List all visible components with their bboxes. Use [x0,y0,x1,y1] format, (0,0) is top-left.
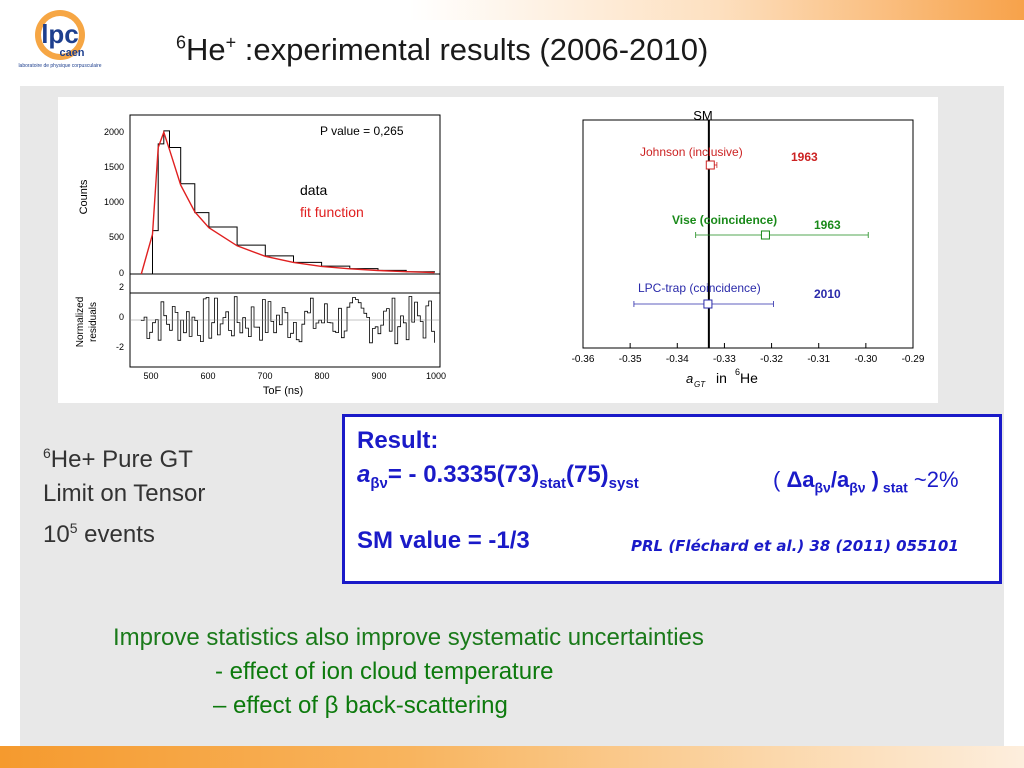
legend-fit: fit function [300,204,364,220]
results-figure: 0 500 1000 1500 2000 2 0 -2 500 600 700 … [58,97,938,403]
comparison-plot: SM -0.36 -0.35 -0.34 -0.33 -0.32 -0.31 -0.30 -0… [572,108,925,389]
y-tick-label: 1000 [104,197,124,207]
improve-line-2: - effect of ion cloud temperature [215,658,554,685]
note-line-2: Limit on Tensor [43,480,206,507]
x-tick-label: -0.35 [619,354,642,365]
x-tick-label: 700 [257,371,272,381]
residuals-line [140,296,435,345]
relative-precision: ( Δaβν/aβν ) stat ~2% [773,467,959,496]
sm-value: SM value = -1/3 [357,527,530,554]
x-tick-label: 800 [314,371,329,381]
y-axis-label: residuals [88,302,99,342]
x-tick-label: -0.30 [854,354,877,365]
svg-text:caen: caen [59,47,84,59]
series-line-fit [140,130,435,275]
x-tick-label: 1000 [426,371,446,381]
note-line-1: 6He+ Pure GT [43,445,193,473]
result-box: Result: aβν= - 0.3335(73)stat(75)syst ( … [342,414,1002,584]
sm-label: SM [693,108,713,123]
y-tick-label: -2 [116,342,124,352]
x-tick-label: 900 [371,371,386,381]
y-tick-label: 1500 [104,162,124,172]
x-axis-var: a [686,371,693,386]
left-notes: 6He+ Pure GT Limit on Tensor 105 events [43,436,205,552]
tof-plot: 0 500 1000 1500 2000 2 0 -2 500 600 700 … [75,114,446,397]
x-axis-he: He [740,370,758,386]
entry-year: 1963 [814,218,841,232]
entry-label: LPC-trap (coincidence) [638,281,761,295]
top-gradient-bar [0,0,1024,20]
series-line-data [141,130,435,275]
data-point [705,160,715,170]
entry-year: 1963 [791,150,818,164]
x-axis-sub: GT [694,380,706,389]
bottom-gradient-bar [0,746,1024,768]
x-tick-label: -0.34 [666,354,689,365]
entry-year: 2010 [814,287,841,301]
y-tick-label: 500 [109,232,124,242]
lpc-caen-logo: lpc caen laboratoire de physique corpusc… [18,10,102,69]
y-tick-label: 2000 [104,127,124,137]
x-tick-label: 500 [143,371,158,381]
y-axis-label: Counts [78,179,90,214]
note-line-3: 105 events [43,520,155,548]
slide-title: 6He+ :experimental results (2006-2010) [176,32,709,67]
svg-text:lpc: lpc [41,19,79,49]
x-tick-label: -0.33 [713,354,736,365]
x-tick-label: 600 [200,371,215,381]
residuals-series [130,296,440,345]
p-value-label: P value = 0,265 [320,124,404,138]
x-tick-label: -0.32 [760,354,783,365]
y-tick-label: 0 [119,312,124,322]
reference: PRL (Fléchard et al.) 38 (2011) 055101 [631,537,959,555]
tof-series [140,130,435,275]
improve-line-3: – effect of β back-scattering [213,692,508,719]
legend-data: data [300,182,327,198]
x-axis-label: ToF (ns) [263,385,303,397]
entry-label: Vise (coincidence) [672,213,777,227]
entry-label: Johnson (inclusive) [640,145,743,159]
x-tick-label: -0.29 [902,354,925,365]
data-point [760,230,770,240]
y-axis-label: Normalized [75,297,86,348]
result-heading: Result: [357,427,439,454]
y-tick-label: 2 [119,282,124,292]
data-point [703,299,713,309]
improve-line-1: Improve statistics also improve systemat… [113,624,704,651]
x-axis-sup: 6 [735,367,740,377]
svg-text:laboratoire de physique corpus: laboratoire de physique corpusculaire [18,63,101,69]
y-tick-label: 0 [119,268,124,278]
x-tick-label: -0.31 [807,354,830,365]
x-axis-in: in [716,370,727,386]
result-value: aβν= - 0.3335(73)stat(75)syst [357,461,639,492]
x-tick-label: -0.36 [572,354,595,365]
